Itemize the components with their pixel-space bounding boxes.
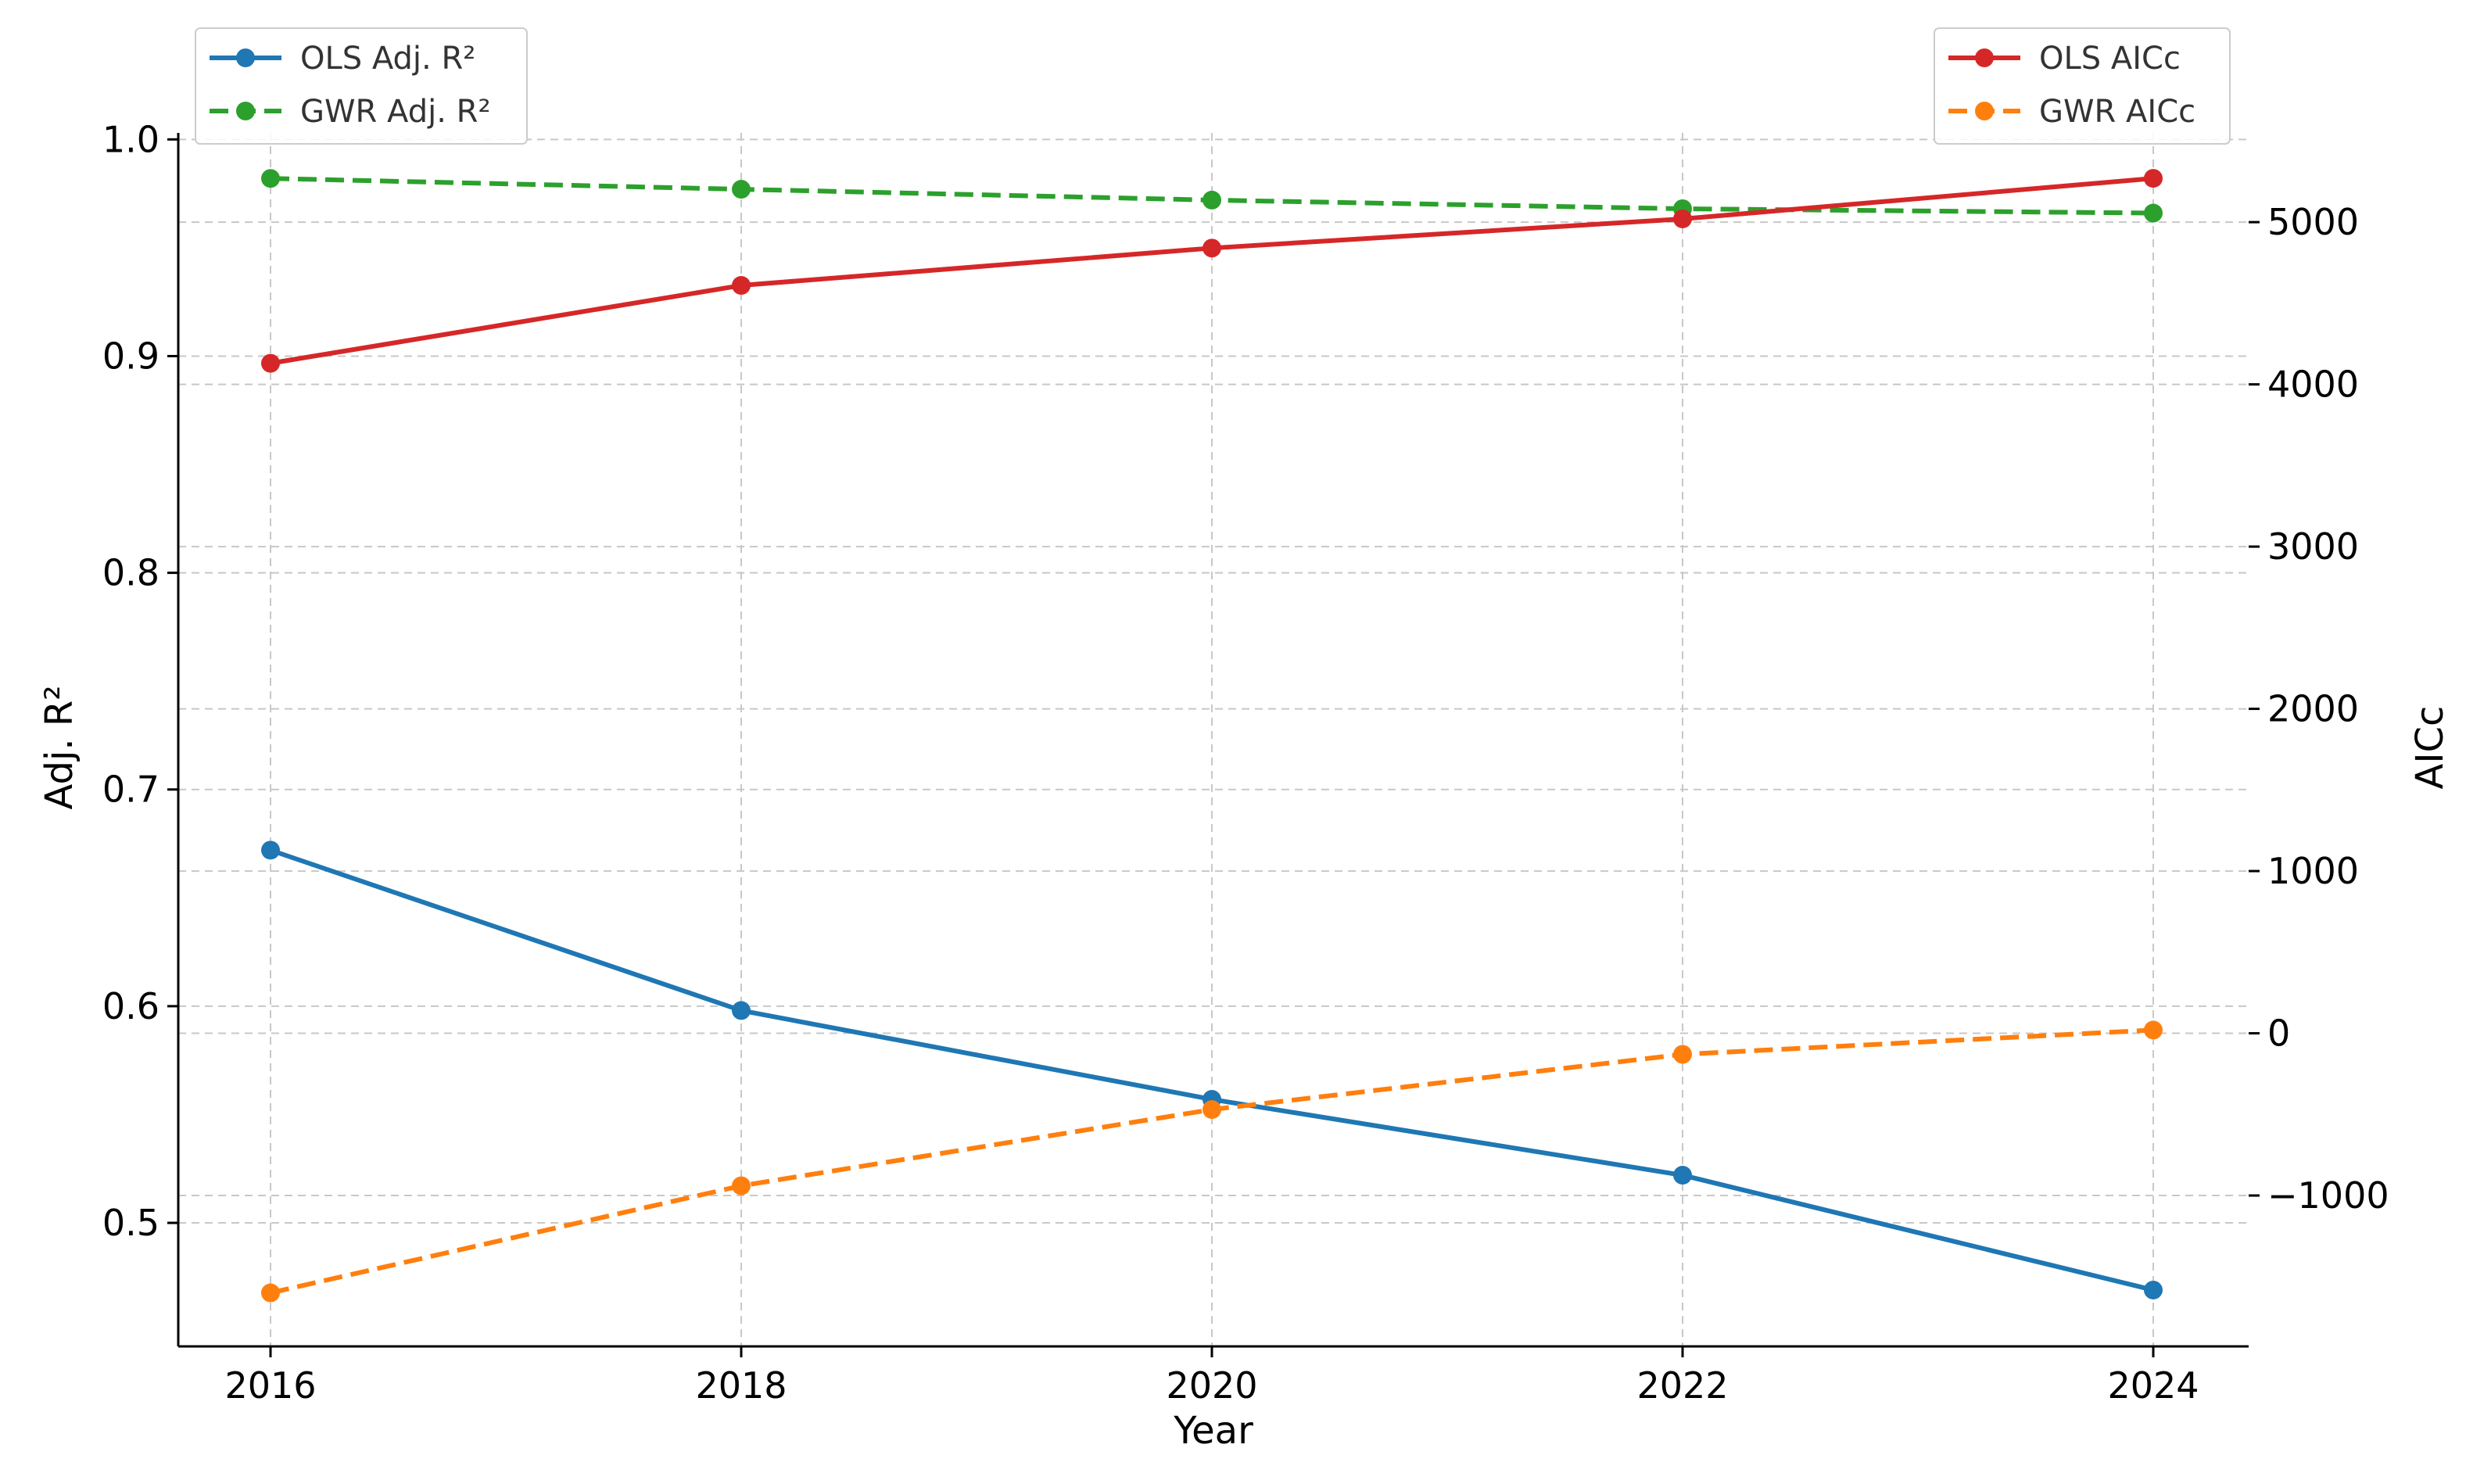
legend-label: OLS AICc bbox=[2039, 41, 2181, 77]
axis-titles: Year Adj. R² AICc bbox=[38, 686, 2452, 1453]
gwr-aicc-point bbox=[2144, 1020, 2163, 1040]
legend-adj-r2: OLS Adj. R² GWR Adj. R² bbox=[195, 27, 528, 145]
y-right-tick-label: 3000 bbox=[2267, 525, 2359, 568]
y-axis-right-title: AICc bbox=[2408, 706, 2452, 790]
x-tick-label: 2018 bbox=[695, 1364, 787, 1407]
ols-aicc-point bbox=[732, 276, 751, 296]
gwr-aicc-point bbox=[261, 1283, 280, 1303]
y-left-tick-label: 0.6 bbox=[102, 985, 160, 1027]
gwr-aicc-point bbox=[1673, 1045, 1692, 1064]
gwr-aicc-series bbox=[261, 1020, 2163, 1303]
tick-labels: 2016 2018 2020 2022 2024 0.5 0.6 0.7 0.8 0.9 1.0 −1… bbox=[102, 118, 2389, 1407]
y-right-tick-label: −1000 bbox=[2267, 1174, 2389, 1217]
y-right-tick-label: 2000 bbox=[2267, 688, 2359, 730]
x-tick-label: 2020 bbox=[1166, 1364, 1257, 1407]
ols-aicc-point bbox=[2144, 169, 2163, 188]
grid-lines bbox=[178, 133, 2249, 1346]
x-axis-title: Year bbox=[1173, 1409, 1253, 1453]
legend-label: OLS Adj. R² bbox=[300, 41, 475, 77]
y-right-tick-label: 0 bbox=[2267, 1013, 2290, 1055]
ols-adj-r-point bbox=[732, 1001, 751, 1020]
gwr-adj-r-point bbox=[2144, 203, 2163, 223]
y-left-tick-label: 0.7 bbox=[102, 769, 160, 811]
legend-swatch-marker bbox=[236, 102, 255, 120]
x-tick-label: 2022 bbox=[1636, 1364, 1728, 1407]
legend-swatch-marker bbox=[236, 48, 255, 67]
gwr-adj-r-series bbox=[261, 169, 2163, 223]
y-right-tick-label: 5000 bbox=[2267, 201, 2359, 243]
gwr-adj-r-point bbox=[732, 180, 751, 199]
y-left-tick-label: 0.5 bbox=[102, 1202, 160, 1244]
legend-aicc: OLS AICc GWR AICc bbox=[1934, 27, 2231, 145]
legend-label: GWR Adj. R² bbox=[300, 94, 490, 130]
gwr-adj-r-point bbox=[261, 169, 280, 188]
gwr-aicc-point bbox=[1203, 1100, 1221, 1120]
legend-label: GWR AICc bbox=[2039, 94, 2195, 130]
series-layer bbox=[261, 169, 2163, 1303]
y-axis-left-title: Adj. R² bbox=[38, 686, 81, 810]
legends: OLS Adj. R² GWR Adj. R² OLS AICc GWR AICc bbox=[195, 27, 2231, 145]
ols-adj-r-point bbox=[261, 841, 280, 860]
ols-aicc-point bbox=[1673, 209, 1692, 228]
y-left-tick-label: 1.0 bbox=[102, 118, 160, 160]
legend-swatch-marker bbox=[1975, 48, 1994, 67]
x-tick-label: 2024 bbox=[2107, 1364, 2199, 1407]
legend-swatch-marker bbox=[1975, 102, 1994, 120]
ols-adj-r-point bbox=[1673, 1166, 1692, 1185]
y-right-tick-label: 1000 bbox=[2267, 850, 2359, 892]
ols-aicc-point bbox=[1203, 238, 1221, 258]
y-left-tick-label: 0.8 bbox=[102, 552, 160, 594]
gwr-aicc-point bbox=[732, 1176, 751, 1195]
y-left-tick-label: 0.9 bbox=[102, 335, 160, 377]
chart-axes bbox=[167, 133, 2260, 1357]
x-tick-label: 2016 bbox=[224, 1364, 316, 1407]
y-right-tick-label: 4000 bbox=[2267, 364, 2359, 406]
ols-aicc-series bbox=[261, 169, 2163, 373]
ols-adj-r-point bbox=[2144, 1280, 2163, 1299]
gwr-adj-r-point bbox=[1203, 190, 1221, 210]
ols-aicc-point bbox=[261, 353, 280, 373]
